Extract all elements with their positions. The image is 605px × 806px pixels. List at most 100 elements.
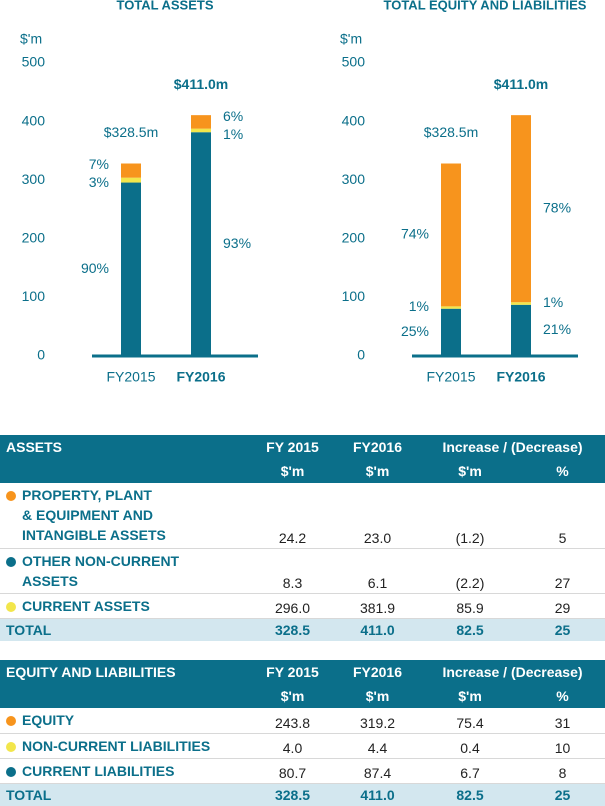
bar-segment <box>441 308 461 356</box>
total-label: $411.0m <box>174 76 229 92</box>
cell: 24.2 <box>250 483 335 549</box>
color-dot <box>6 601 16 612</box>
y-tick-label: 400 <box>342 112 366 128</box>
column-header: FY 2015 <box>250 435 335 459</box>
bar-segment <box>441 306 461 309</box>
table-row: EQUITY 243.8 319.2 75.4 31 <box>0 708 605 734</box>
value-label: 3% <box>89 174 109 190</box>
table-row: CURRENT ASSETS 296.0 381.9 85.9 29 <box>0 593 605 619</box>
unit-row: $'m $'m $'m% <box>0 684 605 708</box>
bar-segment <box>511 304 531 356</box>
value-label: 74% <box>401 226 429 242</box>
total-label: $328.5m <box>104 124 158 140</box>
bar-segment <box>191 132 211 356</box>
change-header: Increase / (Decrease) <box>420 435 605 459</box>
row-label: NON-CURRENT LIABILITIES <box>0 733 250 759</box>
x-tick-label: FY2015 <box>106 369 155 385</box>
total-cell: 82.5 <box>420 618 520 641</box>
cell: 80.7 <box>250 758 335 784</box>
bar-segment <box>121 163 141 178</box>
y-tick-label: 500 <box>342 54 366 70</box>
unit-row: $'m $'m $'m% <box>0 459 605 483</box>
value-label: 93% <box>223 235 251 251</box>
unit-header: $'m <box>335 684 420 708</box>
column-header: FY2016 <box>335 660 420 684</box>
label-line: CURRENT ASSETS <box>6 596 250 616</box>
total-cell: 82.5 <box>420 783 520 806</box>
label-line: INTANGIBLE ASSETS <box>6 525 250 545</box>
y-tick-label: 300 <box>22 171 46 187</box>
cell: (1.2) <box>420 483 520 549</box>
label-line: PROPERTY, PLANT <box>6 485 250 505</box>
cell: 29 <box>520 593 605 619</box>
row-label: OTHER NON-CURRENT ASSETS <box>0 548 250 594</box>
cell: 4.4 <box>335 733 420 759</box>
column-header: FY2016 <box>335 435 420 459</box>
column-header: FY 2015 <box>250 660 335 684</box>
total-cell: 25 <box>520 618 605 641</box>
unit-header: $'m <box>250 459 335 483</box>
total-label: $411.0m <box>494 76 549 92</box>
total-row: TOTAL 328.5 411.0 82.5 25 <box>0 783 605 806</box>
unit-header: $'m <box>420 684 520 708</box>
color-dot <box>6 766 16 777</box>
assets-table: ASSETS FY 2015 FY2016 Increase / (Decrease)… <box>0 435 605 641</box>
value-label: 1% <box>223 126 243 142</box>
row-label: CURRENT LIABILITIES <box>0 758 250 784</box>
cell: (2.2) <box>420 548 520 594</box>
total-label: TOTAL <box>0 618 250 641</box>
label-text: NON-CURRENT LIABILITIES <box>22 737 211 754</box>
total-cell: 328.5 <box>250 783 335 806</box>
y-tick-label: 500 <box>22 54 46 70</box>
unit-header: $'m <box>335 459 420 483</box>
total-cell: 411.0 <box>335 618 420 641</box>
x-tick-label: FY2015 <box>426 369 475 385</box>
cell: 87.4 <box>335 758 420 784</box>
label-text: CURRENT LIABILITIES <box>22 762 175 779</box>
color-dot <box>6 491 16 501</box>
row-label: PROPERTY, PLANT & EQUIPMENT AND INTANGIBLE… <box>0 483 250 549</box>
cell: 4.0 <box>250 733 335 759</box>
cell: 6.1 <box>335 548 420 594</box>
label-line: OTHER NON-CURRENT <box>6 551 250 571</box>
total-cell: 411.0 <box>335 783 420 806</box>
change-header: Increase / (Decrease) <box>420 660 605 684</box>
cell: 6.7 <box>420 758 520 784</box>
row-label: CURRENT ASSETS <box>0 593 250 619</box>
color-dot <box>6 741 16 752</box>
label-line: & EQUIPMENT AND <box>6 505 250 525</box>
chart-title: TOTAL ASSETS <box>116 0 213 12</box>
unit-header: $'m <box>420 459 520 483</box>
cell: 8 <box>520 758 605 784</box>
equity-liabilities-table: EQUITY AND LIABILITIES FY 2015 FY2016 Incre… <box>0 660 605 806</box>
unit-header: % <box>520 684 605 708</box>
x-tick-label: FY2016 <box>176 369 225 385</box>
cell: 296.0 <box>250 593 335 619</box>
label-text: ASSETS <box>22 572 79 589</box>
table-row: OTHER NON-CURRENT ASSETS 8.3 6.1 (2.2) 27 <box>0 548 605 594</box>
charts: TOTAL ASSETS $'m 0 100 200 300 400 500 FY2015 90%… <box>20 0 587 385</box>
cell: 23.0 <box>335 483 420 549</box>
bar-segment <box>191 128 211 133</box>
cell: 8.3 <box>250 548 335 594</box>
label-text: CURRENT ASSETS <box>22 597 150 614</box>
cell: 0.4 <box>420 733 520 759</box>
table-row: PROPERTY, PLANT & EQUIPMENT AND INTANGIBLE… <box>0 483 605 549</box>
label-text: PROPERTY, PLANT <box>22 487 152 503</box>
label-line: ASSETS <box>6 571 250 591</box>
value-label: 7% <box>89 156 109 172</box>
blank-header <box>0 684 250 708</box>
total-label: TOTAL <box>0 783 250 806</box>
table-title: ASSETS <box>0 435 250 459</box>
total-cell: 25 <box>520 783 605 806</box>
total-cell: 328.5 <box>250 618 335 641</box>
cell: 243.8 <box>250 708 335 734</box>
table-title: EQUITY AND LIABILITIES <box>0 660 250 684</box>
label-text: & EQUIPMENT AND <box>22 507 153 523</box>
value-label: 1% <box>409 298 429 314</box>
label-text: OTHER NON-CURRENT <box>22 552 180 569</box>
bar-segment <box>511 302 531 305</box>
y-tick-label: 0 <box>357 347 365 363</box>
y-tick-label: 100 <box>22 288 46 304</box>
